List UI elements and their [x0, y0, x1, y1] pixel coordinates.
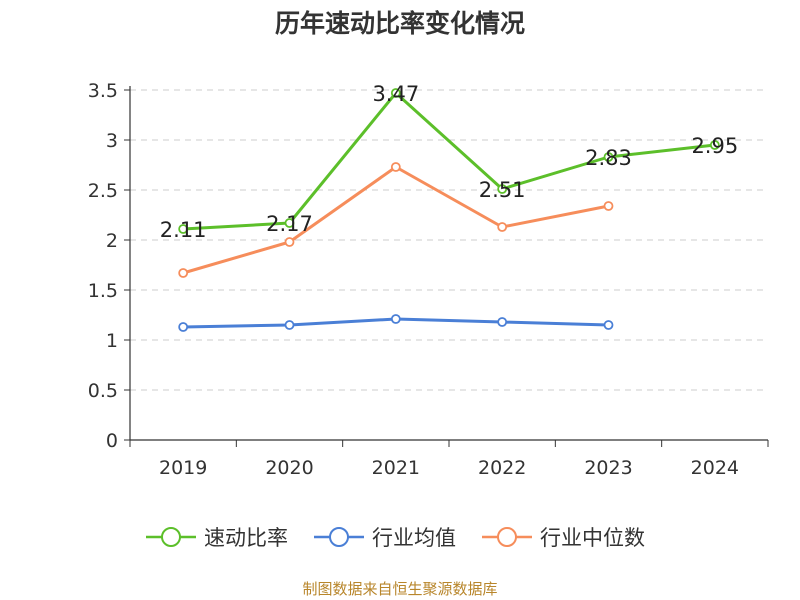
- y-tick-label: 2.5: [88, 180, 118, 202]
- data-point: [709, 140, 720, 150]
- data-point: [497, 317, 508, 327]
- data-point: [497, 184, 508, 194]
- data-labels: 2.11 2.17 3.47 2.51 2.83 2.95: [160, 82, 738, 242]
- legend-marker: [497, 527, 517, 547]
- legend-label: 速动比率: [204, 526, 288, 550]
- data-point: [603, 152, 614, 162]
- data-label: 2.51: [479, 178, 526, 202]
- data-point: [284, 218, 295, 228]
- legend-label: 行业均值: [372, 526, 456, 550]
- data-label: 3.47: [372, 82, 419, 106]
- x-tick-label: 2020: [265, 457, 313, 479]
- y-tick-label: 1.5: [88, 280, 118, 302]
- legend-marker: [161, 527, 181, 547]
- data-point: [178, 322, 189, 332]
- x-tick-label: 2019: [159, 457, 207, 479]
- data-point: [390, 162, 401, 172]
- data-point: [284, 320, 295, 330]
- y-tick-label: 1: [106, 330, 118, 352]
- data-point: [390, 314, 401, 324]
- series-line: [182, 165, 609, 275]
- x-tick-label: 2022: [478, 457, 526, 479]
- data-label: 2.95: [691, 134, 738, 158]
- legend-label: 行业中位数: [540, 526, 645, 550]
- axes: 0 0.5 1 1.5 2 2.5 3 3.5 2019 2020 2021 2022 2023 2024: [88, 80, 769, 479]
- legend-item: 行业中位数: [482, 526, 645, 550]
- series-line: [183, 91, 716, 231]
- data-point: [603, 320, 614, 330]
- data-point: [284, 237, 295, 247]
- legend-item: 速动比率: [146, 526, 288, 550]
- y-tick-label: 2: [106, 230, 118, 252]
- y-tick-label: 3.5: [88, 80, 118, 102]
- legend-item: 行业均值: [314, 526, 456, 550]
- y-tick-label: 0: [106, 430, 118, 452]
- y-tick-label: 3: [106, 130, 118, 152]
- data-point: [497, 222, 508, 232]
- data-point: [603, 201, 614, 211]
- data-point: [178, 224, 189, 234]
- legend: 速动比率 行业均值 行业中位数: [146, 526, 645, 550]
- data-label: 2.11: [160, 218, 207, 242]
- chart-title: 历年速动比率变化情况: [274, 9, 525, 38]
- legend-marker: [329, 527, 349, 547]
- gridlines: [130, 89, 768, 391]
- x-tick-label: 2023: [584, 457, 632, 479]
- source-note: 制图数据来自恒生聚源数据库: [302, 580, 498, 598]
- x-tick-label: 2021: [372, 457, 420, 479]
- series-lines: [178, 88, 720, 332]
- x-tick-label: 2024: [691, 457, 739, 479]
- data-point: [390, 88, 401, 98]
- y-tick-label: 0.5: [88, 380, 118, 402]
- data-point: [178, 268, 189, 278]
- data-label: 2.17: [266, 212, 313, 236]
- data-label: 2.83: [585, 146, 632, 170]
